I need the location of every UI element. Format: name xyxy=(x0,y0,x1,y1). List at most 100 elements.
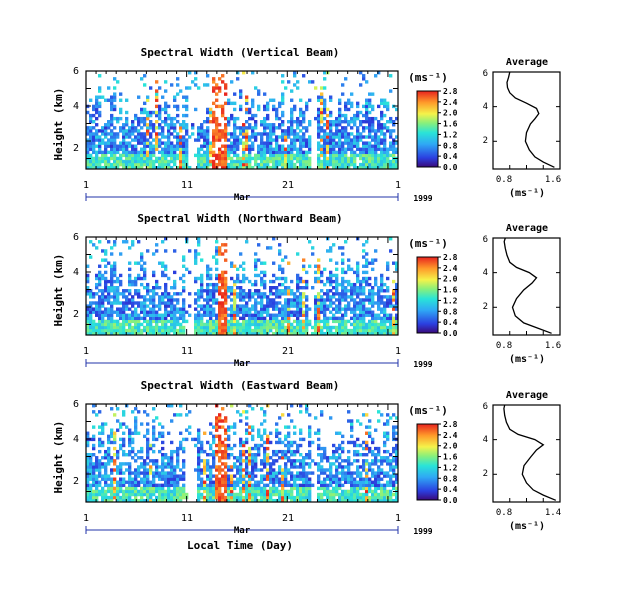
heatmap-cell xyxy=(245,307,249,311)
heatmap-cell xyxy=(320,270,324,275)
heatmap-cell xyxy=(173,126,177,130)
heatmap-cell xyxy=(389,304,393,308)
heatmap-cell xyxy=(224,147,228,151)
heatmap-cell xyxy=(206,267,210,272)
heatmap-cell xyxy=(341,276,345,281)
heatmap-cell xyxy=(356,480,360,484)
heatmap-cell xyxy=(212,459,216,463)
heatmap-cell xyxy=(374,74,378,78)
heatmap-cell xyxy=(236,159,240,164)
heatmap-cell xyxy=(365,282,369,287)
heatmap-cell xyxy=(329,110,333,115)
heatmap-cell xyxy=(242,483,246,488)
heatmap-cell xyxy=(344,331,348,336)
heatmap-cell xyxy=(128,282,132,287)
heatmap-cell xyxy=(302,153,306,158)
heatmap-cell xyxy=(302,110,306,115)
heatmap-cell xyxy=(263,159,267,164)
heatmap-cell xyxy=(284,150,288,155)
heatmap-cell xyxy=(371,498,375,503)
heatmap-cell xyxy=(251,101,255,106)
heatmap-cell xyxy=(323,77,327,81)
heatmap-cell xyxy=(200,471,204,475)
heatmap-cell xyxy=(128,132,132,136)
heatmap-cell xyxy=(347,123,351,127)
heatmap-cell xyxy=(302,477,306,481)
heatmap-cell xyxy=(221,462,225,466)
heatmap-cell xyxy=(266,331,270,336)
heatmap-cell xyxy=(248,331,252,336)
heatmap-cell xyxy=(95,477,99,481)
heatmap-cell xyxy=(239,129,243,133)
heatmap-cell xyxy=(95,489,99,494)
heatmap-cell xyxy=(206,156,210,161)
heatmap-cell xyxy=(212,150,216,155)
heatmap-cell xyxy=(374,331,378,336)
heatmap-cell xyxy=(206,319,210,324)
heatmap-cell xyxy=(176,144,180,148)
heatmap-cell xyxy=(98,462,102,466)
heatmap-cell xyxy=(281,316,285,321)
heatmap-cell xyxy=(239,465,243,469)
heatmap-cell xyxy=(170,313,174,317)
heatmap-cell xyxy=(92,120,96,124)
heatmap-cell xyxy=(329,316,333,321)
heatmap-cell xyxy=(395,304,399,308)
heatmap-cell xyxy=(245,313,249,317)
heatmap-cell xyxy=(104,147,108,151)
heatmap-cell xyxy=(86,153,90,158)
heatmap-cell xyxy=(143,83,147,87)
heatmap-cell xyxy=(341,270,345,275)
heatmap-cell xyxy=(386,325,390,330)
heatmap-cell xyxy=(221,325,225,330)
heatmap-cell xyxy=(86,165,90,170)
heatmap-cell xyxy=(320,325,324,330)
heatmap-cell xyxy=(200,292,204,296)
heatmap-cell xyxy=(113,495,117,500)
heatmap-cell xyxy=(179,474,183,478)
heatmap-cell xyxy=(389,322,393,327)
heatmap-cell xyxy=(305,316,309,321)
heatmap-cell xyxy=(101,431,105,435)
heatmap-cell xyxy=(356,443,360,448)
heatmap-cell xyxy=(95,110,99,115)
heatmap-cell xyxy=(266,298,270,302)
heatmap-cell xyxy=(149,86,153,90)
heatmap-cell xyxy=(287,328,291,333)
heatmap-cell xyxy=(224,159,228,164)
heatmap-cell xyxy=(248,474,252,478)
heatmap-cell xyxy=(242,150,246,155)
heatmap-cell xyxy=(365,162,369,167)
heatmap-cell xyxy=(389,116,393,121)
heatmap-cell xyxy=(395,298,399,302)
heatmap-cell xyxy=(266,104,270,109)
heatmap-cell xyxy=(158,422,162,426)
heatmap-cell xyxy=(359,325,363,330)
heatmap-cell xyxy=(323,483,327,488)
heatmap-cell xyxy=(134,129,138,133)
heatmap-cell xyxy=(119,116,123,121)
heatmap-cell xyxy=(95,301,99,305)
heatmap-cell xyxy=(179,276,183,281)
heatmap-cell xyxy=(254,301,258,305)
heatmap-cell xyxy=(209,273,213,278)
heatmap-cell xyxy=(275,477,279,481)
heatmap-cell xyxy=(395,135,399,139)
heatmap-cell xyxy=(119,310,123,314)
panel-title: Spectral Width (Northward Beam) xyxy=(137,212,342,225)
heatmap-cell xyxy=(272,313,276,317)
heatmap-cell xyxy=(326,150,330,155)
heatmap-cell xyxy=(182,95,186,99)
heatmap-cell xyxy=(104,270,108,275)
heatmap-cell xyxy=(194,252,198,256)
heatmap-cell xyxy=(305,310,309,314)
heatmap-cell xyxy=(167,474,171,478)
heatmap-cell xyxy=(140,264,144,268)
heatmap-cell xyxy=(269,98,273,102)
heatmap-cell xyxy=(101,489,105,494)
heatmap-cell xyxy=(143,267,147,272)
heatmap-cell xyxy=(353,477,357,481)
heatmap-cell xyxy=(251,282,255,287)
heatmap-cell xyxy=(215,489,219,494)
heatmap-cell xyxy=(122,147,126,151)
